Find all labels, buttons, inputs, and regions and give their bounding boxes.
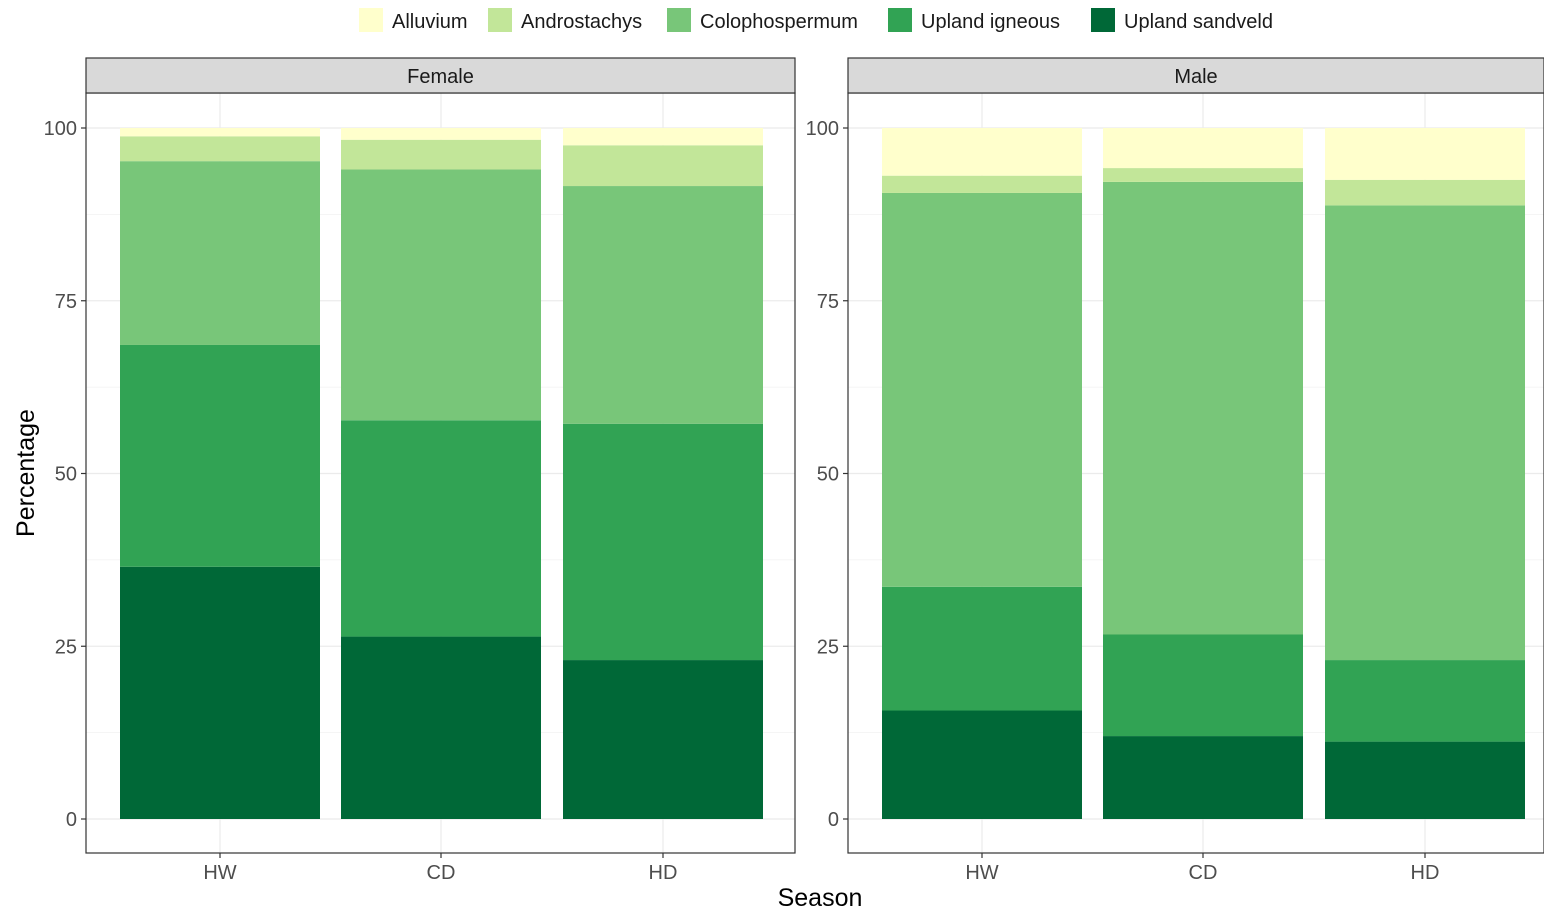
x-tick-label-hd: HD bbox=[649, 862, 678, 884]
bar-male-hw-upland-igneous bbox=[882, 586, 1082, 711]
bar-female-hd-upland-igneous bbox=[563, 423, 763, 661]
legend-swatch-androstachys bbox=[488, 8, 512, 32]
bar-male-hw-upland-sandveld bbox=[882, 710, 1082, 819]
legend-label-upland-igneous: Upland igneous bbox=[921, 11, 1060, 33]
legend-label-alluvium: Alluvium bbox=[392, 11, 468, 33]
legend-swatch-alluvium bbox=[359, 8, 383, 32]
bar-male-hd-androstachys bbox=[1325, 179, 1525, 206]
bar-male-cd-colophospermum bbox=[1103, 181, 1303, 635]
bar-female-hw-colophospermum bbox=[120, 161, 320, 345]
bar-female-cd-upland-sandveld bbox=[341, 636, 541, 819]
strip-male bbox=[847, 57, 1544, 94]
x-tick-label-hw: HW bbox=[965, 862, 998, 884]
bar-male-hw-androstachys bbox=[882, 175, 1082, 193]
x-tick-label-cd: CD bbox=[427, 862, 456, 884]
legend-label-androstachys: Androstachys bbox=[521, 11, 642, 33]
bar-female-hw-alluvium bbox=[120, 128, 320, 137]
y-tick-label: 75 bbox=[817, 291, 839, 313]
bar-male-hd-colophospermum bbox=[1325, 205, 1525, 661]
strip-label-female: Female bbox=[407, 66, 474, 88]
x-axis-title: Season bbox=[778, 884, 863, 910]
bar-female-hw-upland-igneous bbox=[120, 344, 320, 567]
bar-female-hd-upland-sandveld bbox=[563, 660, 763, 819]
bar-female-hd-colophospermum bbox=[563, 186, 763, 424]
y-tick-label: 100 bbox=[44, 118, 77, 140]
bar-male-hd-alluvium bbox=[1325, 128, 1525, 180]
legend-label-colophospermum: Colophospermum bbox=[700, 11, 858, 33]
strip-label-male: Male bbox=[1174, 66, 1217, 88]
bar-female-cd-alluvium bbox=[341, 128, 541, 140]
y-tick-label: 0 bbox=[66, 809, 77, 831]
bar-male-hd-upland-igneous bbox=[1325, 660, 1525, 742]
bar-male-hw-colophospermum bbox=[882, 192, 1082, 587]
bar-male-hw-alluvium bbox=[882, 128, 1082, 176]
bar-female-hd-androstachys bbox=[563, 145, 763, 187]
bar-female-cd-upland-igneous bbox=[341, 420, 541, 637]
bar-male-cd-upland-igneous bbox=[1103, 634, 1303, 737]
legend-label-upland-sandveld: Upland sandveld bbox=[1124, 11, 1273, 33]
y-axis-title: Percentage bbox=[12, 409, 40, 537]
bar-female-hw-androstachys bbox=[120, 136, 320, 162]
legend-swatch-upland-igneous bbox=[888, 8, 912, 32]
legend-swatch-colophospermum bbox=[667, 8, 691, 32]
y-tick-label: 100 bbox=[806, 118, 839, 140]
bar-female-cd-androstachys bbox=[341, 139, 541, 170]
y-tick-label: 25 bbox=[817, 636, 839, 658]
y-tick-label: 50 bbox=[817, 464, 839, 486]
bar-female-cd-colophospermum bbox=[341, 169, 541, 421]
x-tick-label-cd: CD bbox=[1189, 862, 1218, 884]
y-tick-label: 25 bbox=[55, 636, 77, 658]
legend-swatch-upland-sandveld bbox=[1091, 8, 1115, 32]
bar-male-cd-upland-sandveld bbox=[1103, 736, 1303, 819]
x-tick-label-hd: HD bbox=[1411, 862, 1440, 884]
bar-male-cd-androstachys bbox=[1103, 168, 1303, 182]
x-tick-label-hw: HW bbox=[203, 862, 236, 884]
bar-female-hw-upland-sandveld bbox=[120, 566, 320, 819]
bar-male-cd-alluvium bbox=[1103, 128, 1303, 169]
bar-male-hd-upland-sandveld bbox=[1325, 741, 1525, 819]
y-tick-label: 75 bbox=[55, 291, 77, 313]
y-tick-label: 0 bbox=[828, 809, 839, 831]
strip-female bbox=[85, 57, 796, 94]
y-tick-label: 50 bbox=[55, 464, 77, 486]
bar-female-hd-alluvium bbox=[563, 128, 763, 146]
